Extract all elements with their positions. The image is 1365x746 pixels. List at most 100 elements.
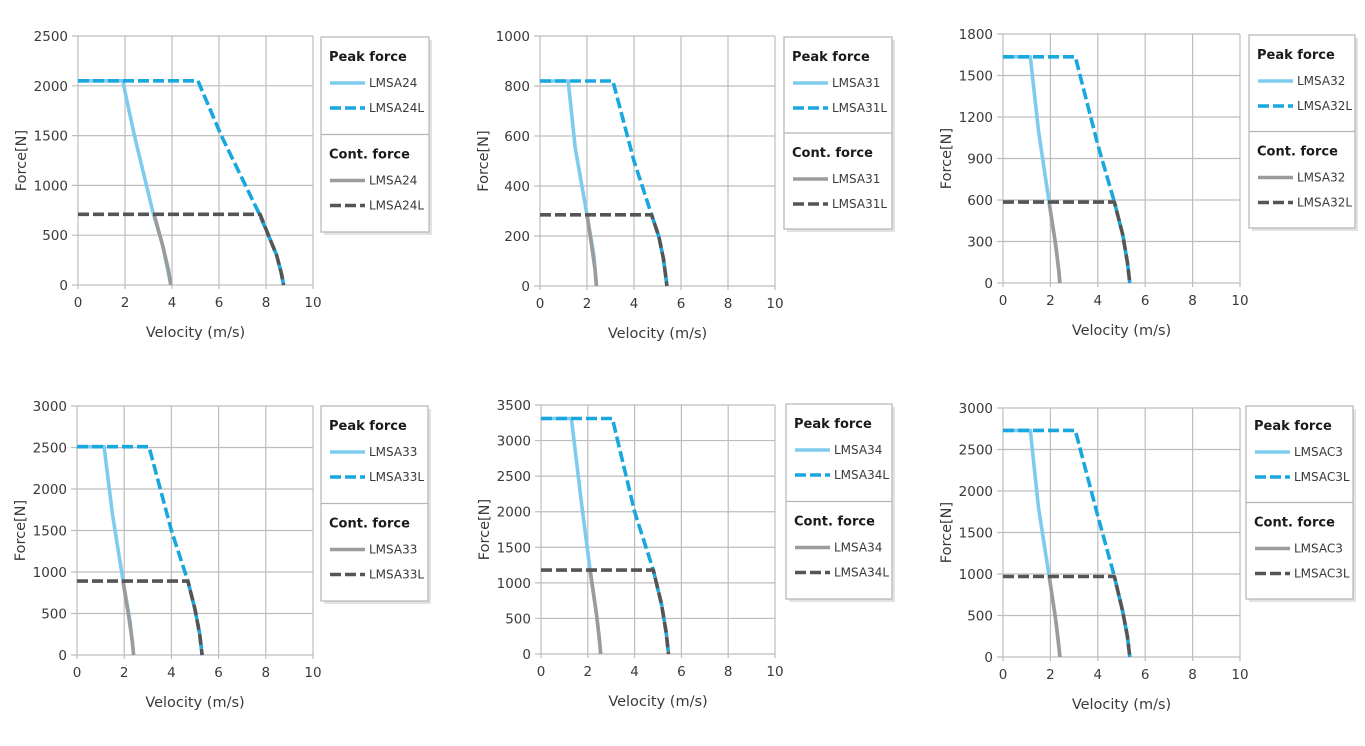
legend-item-label: LMSA33	[369, 543, 417, 557]
y-tick-label: 1500	[959, 69, 993, 85]
legend-item-label: LMSA32L	[1297, 196, 1352, 210]
x-tick-label: 2	[120, 665, 129, 681]
legend: Peak force LMSAC3 LMSAC3L Cont. force LMSAC3…	[1245, 405, 1356, 602]
x-tick-label: 4	[167, 665, 176, 681]
x-tick-label: 4	[1094, 667, 1103, 683]
x-tick-label: 2	[1046, 667, 1055, 683]
legend-item-label: LMSAC3	[1294, 542, 1343, 556]
y-tick-label: 1800	[959, 27, 993, 43]
x-tick-label: 8	[1188, 293, 1197, 309]
legend-group-title: Peak force	[329, 50, 407, 65]
series-lmsa31l-peak-line	[540, 79, 669, 287]
legend-item-label: LMSA24L	[369, 101, 424, 115]
y-tick-label: 600	[967, 193, 993, 209]
y-tick-label: 1000	[33, 565, 67, 581]
y-tick-label: 900	[967, 152, 993, 168]
x-tick-label: 4	[630, 664, 639, 680]
x-axis-label: Velocity (m/s)	[1072, 323, 1171, 339]
series-lmsa33l-peak-line	[77, 444, 204, 656]
y-tick-label: 800	[504, 79, 530, 95]
series-lmsa34-cont-line	[588, 569, 603, 655]
x-tick-label: 10	[1231, 667, 1248, 683]
chart-4: 0 500 1000 1500 2000 2500 3000 0 2 4 6 8 10 Velocity …	[13, 399, 431, 711]
legend: Peak force LMSA31 LMSA31L Cont. force LMSA31…	[783, 36, 895, 232]
x-tick-label: 8	[262, 665, 271, 681]
x-tick-label: 6	[677, 296, 686, 312]
y-tick-label: 2000	[33, 482, 67, 498]
series-lmsac3l-peak-line	[1003, 428, 1132, 658]
y-tick-label: 500	[505, 611, 531, 627]
legend-group-title: Cont. force	[792, 146, 873, 161]
series-lmsac3l-cont-line	[1003, 574, 1132, 658]
legend: Peak force LMSA34 LMSA34L Cont. force LMSA34…	[785, 403, 895, 602]
y-tick-label: 1500	[33, 524, 67, 540]
x-axis-label: Velocity (m/s)	[145, 695, 244, 711]
legend-group-title: Peak force	[794, 417, 872, 432]
x-tick-label: 8	[724, 664, 733, 680]
y-axis-label: Force[N]	[939, 502, 955, 563]
y-tick-label: 1000	[497, 576, 531, 592]
y-tick-label: 3000	[959, 401, 993, 417]
y-tick-label: 300	[967, 235, 993, 251]
x-tick-label: 8	[724, 296, 733, 312]
legend-item-label: LMSA24L	[369, 199, 424, 213]
chart-3: 0 300 600 900 1200 1500 1800 0 2 4 6 8 10 Velocity (m…	[939, 27, 1358, 339]
series-lmsac3-cont-line	[1047, 576, 1062, 658]
x-axis-label: Velocity (m/s)	[146, 325, 245, 341]
y-tick-label: 0	[58, 648, 67, 664]
y-tick-label: 0	[984, 650, 993, 666]
y-tick-label: 600	[504, 129, 530, 145]
legend: Peak force LMSA33 LMSA33L Cont. force LMSA33…	[320, 405, 431, 604]
legend-item-label: LMSA33L	[369, 470, 424, 484]
y-tick-label: 2500	[497, 469, 531, 485]
legend-item-label: LMSA34	[834, 541, 882, 555]
x-tick-label: 4	[1094, 293, 1103, 309]
x-tick-label: 0	[537, 664, 546, 680]
x-tick-label: 4	[168, 295, 177, 311]
y-tick-label: 0	[522, 647, 531, 663]
x-tick-label: 10	[766, 296, 783, 312]
x-tick-label: 10	[766, 664, 783, 680]
legend-group-title: Peak force	[1254, 419, 1332, 434]
y-tick-label: 3000	[497, 434, 531, 450]
series-lmsa33-peak-line	[77, 444, 136, 656]
y-axis-label: Force[N]	[14, 130, 30, 191]
y-tick-label: 2500	[33, 441, 67, 457]
series-lmsa31-peak-line	[540, 79, 599, 287]
x-tick-label: 0	[999, 667, 1008, 683]
x-tick-label: 10	[304, 295, 321, 311]
y-tick-label: 1200	[959, 110, 993, 126]
series-lmsa32-cont-line	[1047, 202, 1062, 284]
y-tick-label: 1500	[959, 526, 993, 542]
x-tick-label: 6	[214, 665, 223, 681]
legend-group-title: Cont. force	[794, 515, 875, 530]
legend-item-label: LMSA24	[369, 174, 417, 188]
legend-item-label: LMSA32L	[1297, 99, 1352, 113]
y-tick-label: 1000	[34, 178, 68, 194]
legend-group-title: Cont. force	[1254, 516, 1335, 531]
chart-6: 0 500 1000 1500 2000 2500 3000 0 2 4 6 8 10 Velocity …	[939, 401, 1356, 713]
x-tick-label: 6	[215, 295, 224, 311]
y-tick-label: 2500	[34, 29, 68, 45]
y-tick-label: 3000	[33, 399, 67, 415]
y-tick-label: 1500	[34, 129, 68, 145]
y-tick-label: 500	[967, 609, 993, 625]
series-lmsa31-cont-line	[585, 214, 599, 287]
x-axis-label: Velocity (m/s)	[608, 326, 707, 342]
y-tick-label: 2000	[497, 505, 531, 521]
series-lmsa33-cont-line	[121, 580, 136, 656]
series-lmsa32-peak-line	[1003, 54, 1062, 284]
chart-2: 0 200 400 600 800 1000 0 2 4 6 8 10 Velocity (m/s) Fo…	[476, 29, 895, 342]
legend-item-label: LMSA24	[369, 76, 417, 90]
y-tick-label: 200	[504, 229, 530, 245]
x-tick-label: 10	[304, 665, 321, 681]
x-tick-label: 0	[999, 293, 1008, 309]
y-tick-label: 0	[984, 276, 993, 292]
series-lmsa24l-peak-line	[78, 79, 286, 286]
x-tick-label: 0	[74, 295, 83, 311]
x-tick-label: 2	[121, 295, 130, 311]
y-tick-label: 3500	[497, 398, 531, 414]
legend-item-label: LMSAC3	[1294, 445, 1343, 459]
y-tick-label: 1500	[497, 540, 531, 556]
series-lmsa33l-cont-line	[77, 579, 204, 656]
